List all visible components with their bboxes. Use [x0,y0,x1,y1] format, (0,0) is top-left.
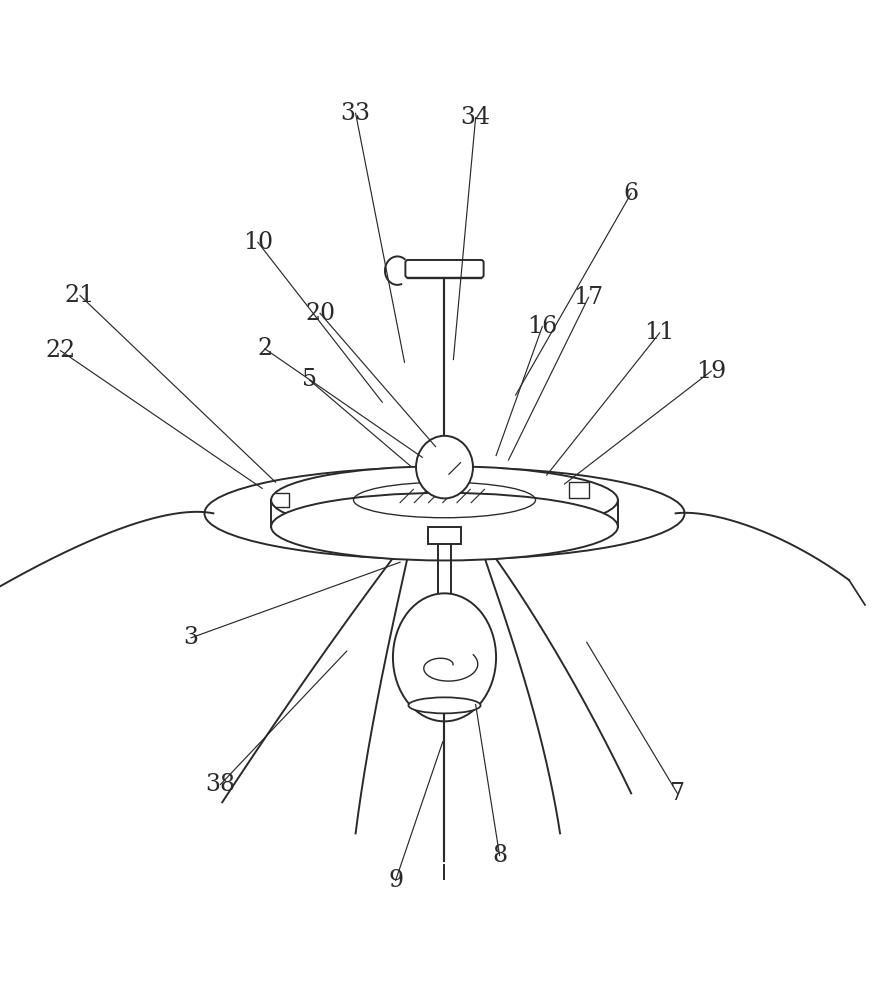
Text: 5: 5 [302,368,316,391]
Text: 19: 19 [696,360,726,383]
Text: 21: 21 [65,284,95,307]
Bar [271,500,618,527]
Text: 33: 33 [340,102,371,125]
Text: 9: 9 [388,869,404,892]
FancyBboxPatch shape [405,260,484,278]
Text: 2: 2 [257,337,273,360]
Bar [428,527,461,544]
Ellipse shape [416,436,473,498]
Text: 16: 16 [527,315,557,338]
Text: 7: 7 [670,782,685,805]
Text: 20: 20 [305,302,335,325]
Text: 8: 8 [492,844,508,867]
Ellipse shape [271,493,618,560]
Text: 17: 17 [573,286,604,309]
Text: 3: 3 [184,626,198,649]
Text: 6: 6 [623,182,639,205]
Ellipse shape [393,593,496,721]
Text: 22: 22 [45,339,76,362]
Text: 38: 38 [205,773,236,796]
Text: 34: 34 [461,106,491,129]
Bar [569,482,589,498]
Ellipse shape [408,697,481,713]
Text: 11: 11 [645,321,675,344]
Text: 10: 10 [243,231,273,254]
Ellipse shape [271,466,618,534]
